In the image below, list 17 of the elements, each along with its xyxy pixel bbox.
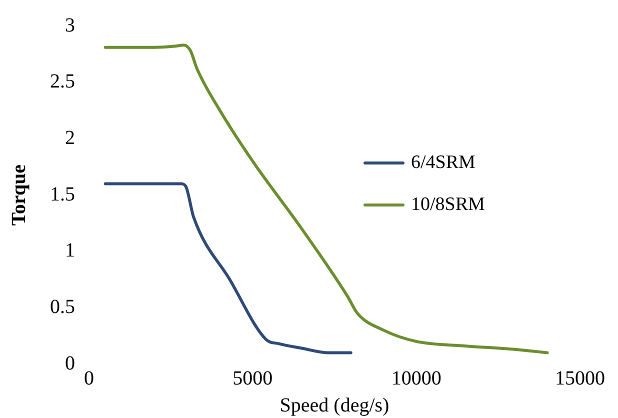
- legend-label: 10/8SRM: [411, 194, 486, 215]
- y-axis-title: Torque: [8, 164, 30, 226]
- x-tick-label: 10000: [391, 367, 442, 390]
- y-tick-label: 0: [65, 352, 75, 374]
- y-tick-label: 1: [65, 240, 75, 262]
- line-series: [104, 182, 352, 354]
- x-axis-title: Speed (deg/s): [280, 394, 390, 416]
- y-tick-label: 2.5: [50, 70, 75, 93]
- line-series: [104, 44, 549, 354]
- y-tick-label: 3: [65, 14, 75, 36]
- y-tick-label: 0.5: [50, 296, 75, 318]
- x-tick-label: 0: [84, 367, 94, 390]
- y-tick-label: 2: [65, 126, 75, 149]
- x-tick-label: 15000: [555, 367, 605, 390]
- y-tick-label: 1.5: [50, 183, 75, 206]
- x-tick-label: 5000: [232, 367, 273, 390]
- legend-label: 6/4SRM: [411, 152, 476, 173]
